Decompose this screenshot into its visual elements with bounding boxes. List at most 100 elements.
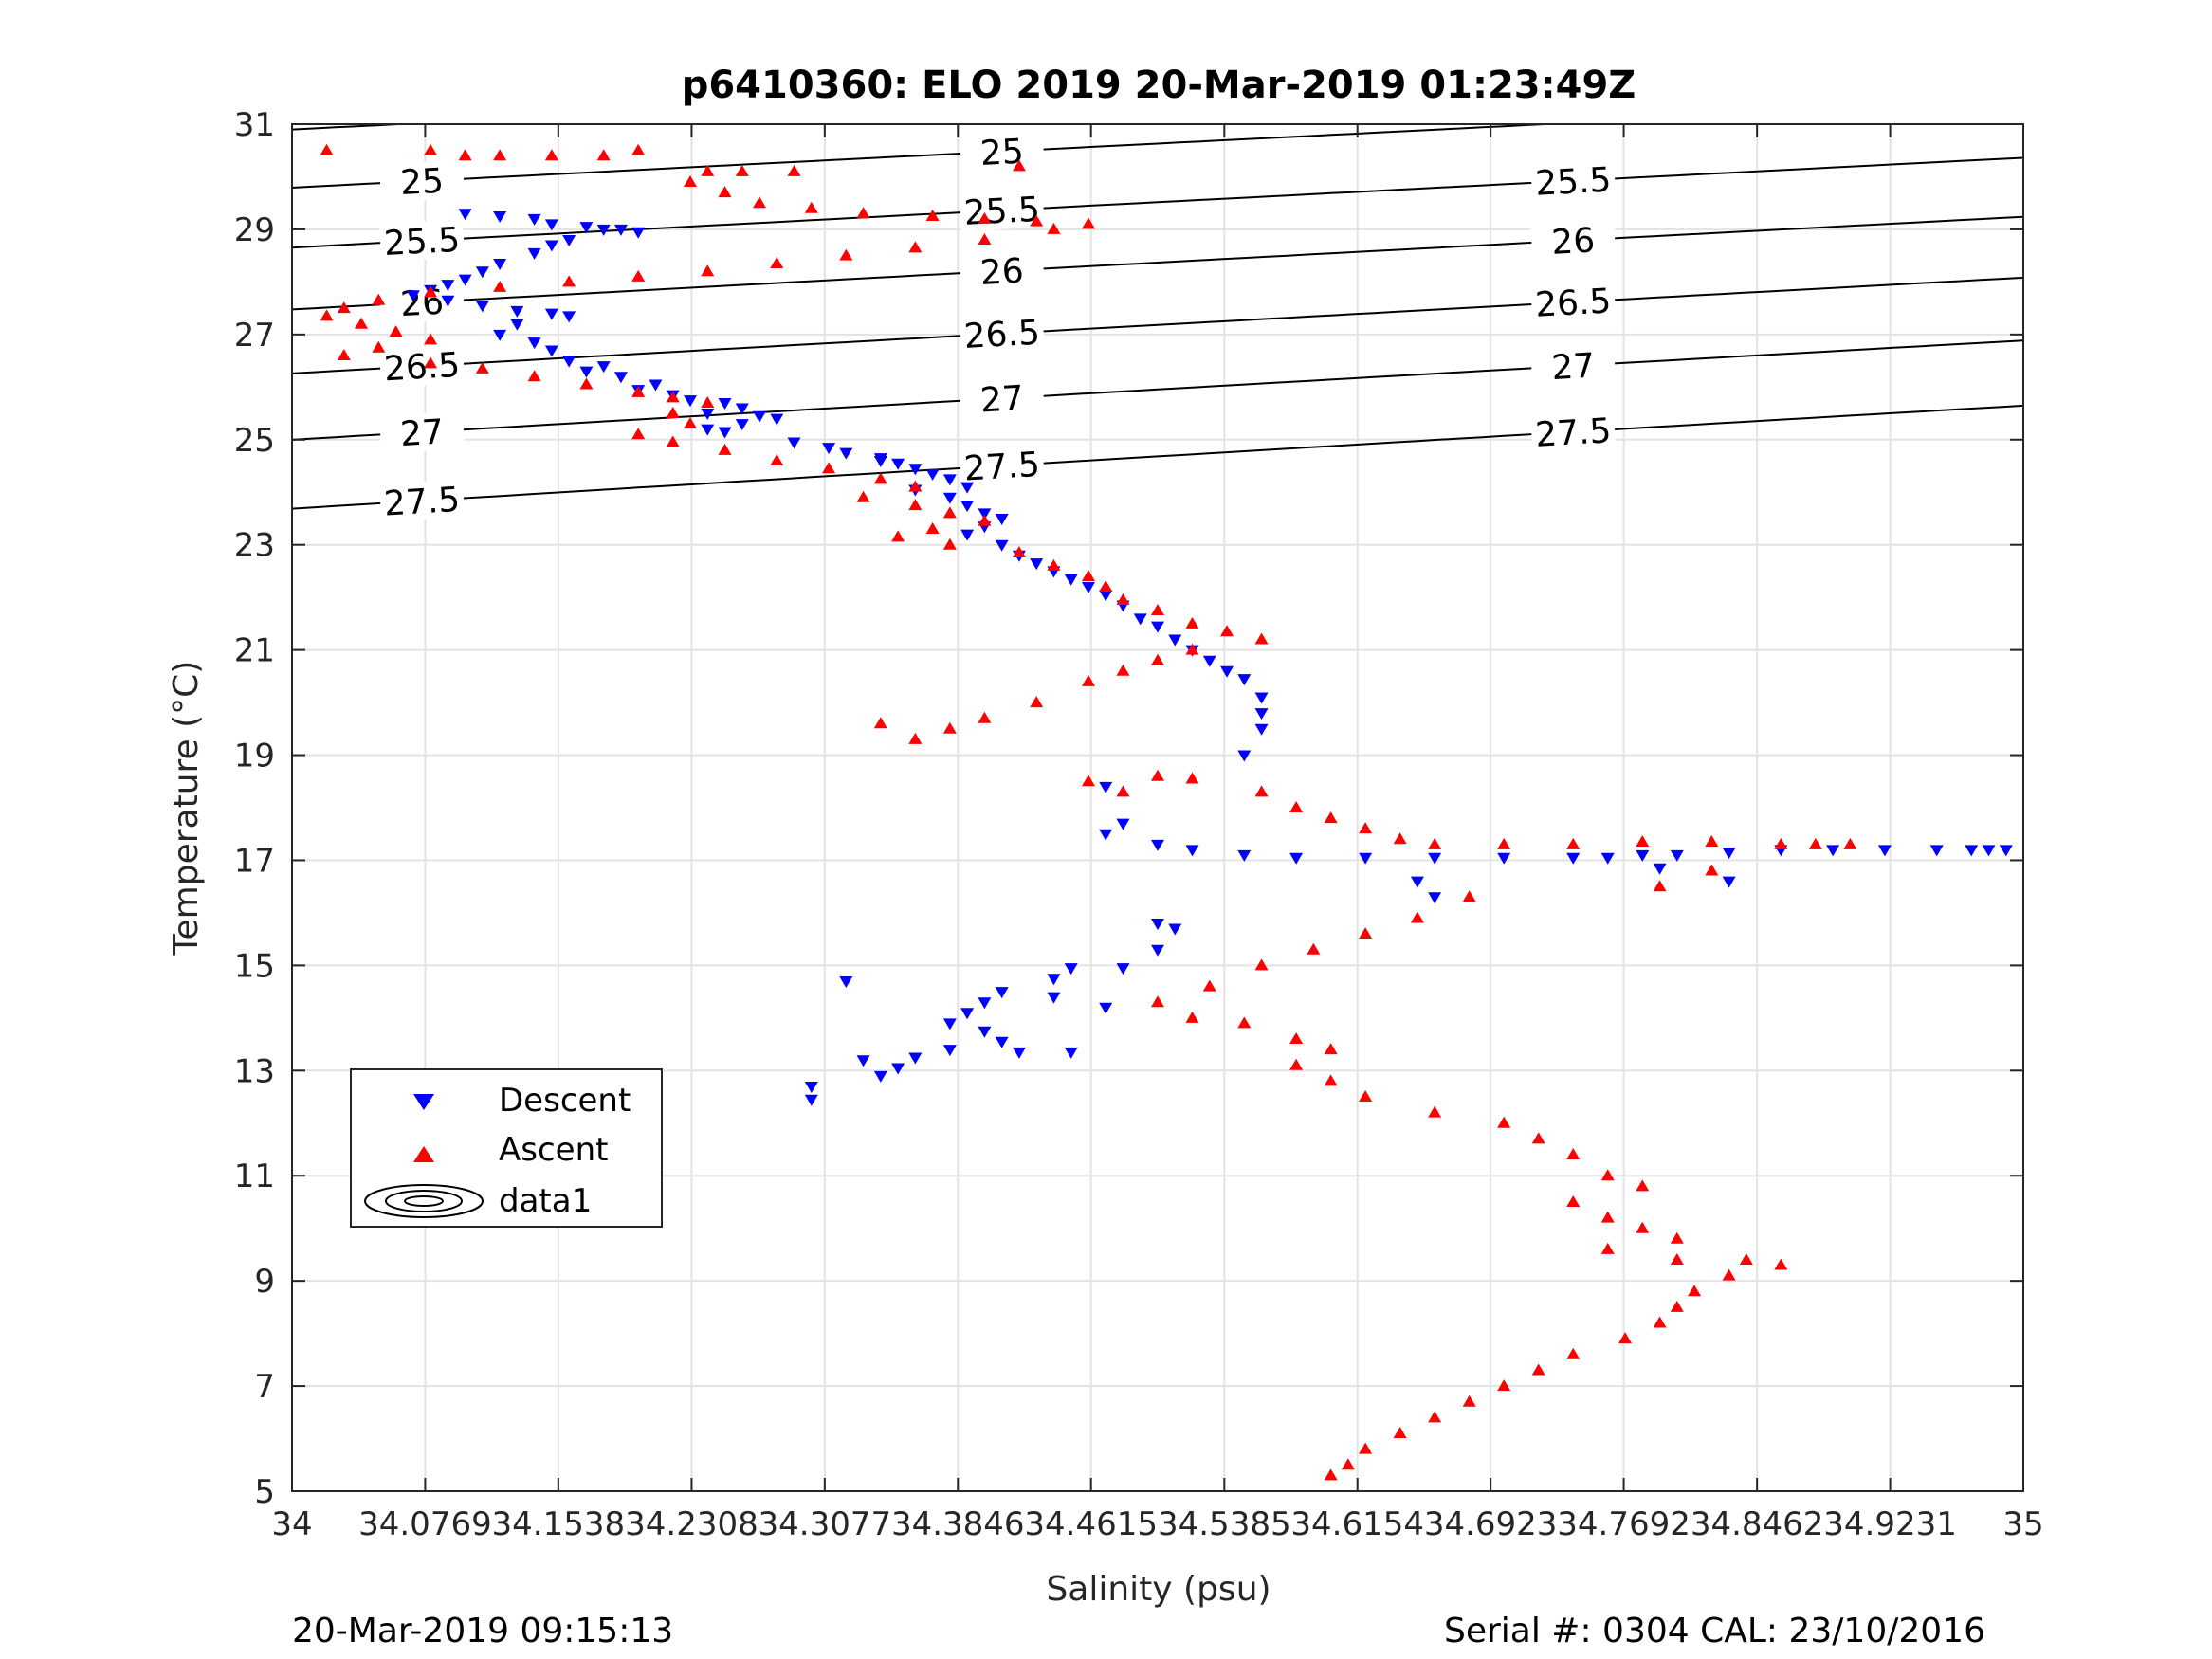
contour-label-group: 26 [959, 249, 1045, 293]
contour-label-group: 25.5 [959, 189, 1045, 233]
descent-point [544, 345, 558, 357]
ascent-point [1116, 592, 1130, 605]
descent-point [579, 222, 594, 234]
contour-label-group: 26.5 [959, 312, 1045, 356]
ascent-point [544, 149, 558, 161]
ascent-point [1099, 580, 1113, 592]
ascent-point [1116, 664, 1130, 676]
descent-point [493, 329, 507, 341]
descent-point [1722, 876, 1736, 888]
ascent-point [527, 370, 541, 382]
x-tick-label: 34.1538 [492, 1505, 626, 1543]
descent-point [995, 513, 1009, 525]
ascent-point [873, 472, 887, 484]
descent-point [527, 213, 541, 226]
ascent-point [1289, 801, 1304, 812]
descent-point [596, 224, 611, 236]
contour-label: 26 [979, 252, 1025, 293]
ascent-point [1566, 1194, 1581, 1207]
descent-point [527, 247, 541, 260]
ascent-point [631, 143, 646, 155]
descent-point [458, 209, 472, 221]
contour-label-group: 25 [379, 159, 465, 203]
legend-contour-marker [364, 1184, 484, 1218]
contour-label: 27 [1550, 347, 1596, 389]
ascent-point [718, 443, 732, 455]
ascent-point [424, 356, 438, 369]
descent-point [908, 1052, 923, 1065]
ascent-point [475, 361, 489, 374]
legend-descent-label: Descent [499, 1082, 631, 1120]
descent-point [1151, 839, 1164, 851]
descent-point [1982, 845, 1996, 857]
contour-label-group: 27.5 [1530, 410, 1617, 455]
ascent-point [1185, 616, 1199, 629]
ascent-point [753, 196, 767, 209]
legend-ascent-label: Ascent [499, 1131, 608, 1169]
descent-point [718, 427, 732, 439]
axes: 34 34.0769 34.1538 34.2308 34.3077 34.3846 34.… [234, 106, 2044, 1543]
ascent-point [1341, 1458, 1355, 1470]
ascent-point [978, 211, 992, 224]
x-tick-label: 34.3846 [891, 1505, 1025, 1543]
descent-point [908, 464, 923, 476]
ascent-point [770, 453, 784, 465]
descent-point [873, 1070, 887, 1083]
ascent-point [839, 248, 853, 261]
contour-label-bg [959, 130, 1045, 173]
descent-point [441, 280, 455, 292]
descent-point [562, 235, 576, 247]
legend-contour-label: data1 [499, 1182, 592, 1220]
descent-point [493, 211, 507, 224]
ascent-point [389, 325, 403, 337]
footer-serial-cal: Serial #: 0304 CAL: 23/10/2016 [1444, 1612, 1985, 1650]
ascent-point [770, 256, 784, 268]
ascent-point [1600, 1169, 1615, 1181]
descent-point [839, 976, 853, 989]
descent-point [942, 492, 957, 504]
descent-point [1600, 852, 1615, 865]
ascent-point [493, 149, 507, 161]
descent-point [1237, 674, 1252, 686]
descent-point [1497, 852, 1511, 865]
contour-label: 25.5 [1534, 161, 1612, 204]
x-tick-label: 34.3077 [759, 1505, 892, 1543]
contour-label-group: 27 [1530, 344, 1617, 389]
ascent-point [1307, 942, 1321, 955]
descent-point [978, 1026, 992, 1038]
contour-label: 26.5 [383, 346, 461, 389]
descent-point [1081, 582, 1095, 594]
ascent-point [1410, 911, 1424, 923]
contour-label-bg [1530, 281, 1617, 323]
ascent-point [1600, 1242, 1615, 1254]
ascent-point [978, 514, 992, 526]
ascent-point [1705, 864, 1719, 876]
ascent-point [1566, 1347, 1581, 1359]
ascent-point [1254, 958, 1269, 971]
ascent-point [1324, 811, 1338, 824]
ascent-point [424, 333, 438, 345]
contour-line [292, 404, 2023, 510]
ascent-point [1220, 625, 1234, 637]
descent-point [562, 311, 576, 323]
descent-point [873, 455, 887, 467]
ascent-point [942, 506, 957, 519]
contour-label-bg [959, 249, 1045, 293]
ascent-point [1497, 1379, 1511, 1392]
ascent-point [1600, 1211, 1615, 1223]
contour-label-bg [959, 312, 1045, 356]
descent-point [1289, 852, 1304, 865]
ascent-point [579, 377, 594, 390]
contour-line [292, 276, 2023, 374]
ascent-point [1428, 1105, 1442, 1118]
descent-point [1116, 818, 1130, 830]
descent-point [1099, 829, 1113, 841]
ascent-point [562, 275, 576, 287]
x-tick-label: 34.6154 [1290, 1505, 1424, 1543]
x-tick-label: 34.7692 [1557, 1505, 1691, 1543]
x-tick-label: 34.5385 [1158, 1505, 1291, 1543]
descent-point [701, 409, 715, 421]
contour-label: 26 [399, 283, 445, 324]
descent-point [1254, 723, 1269, 736]
ascent-point [1636, 1179, 1650, 1192]
